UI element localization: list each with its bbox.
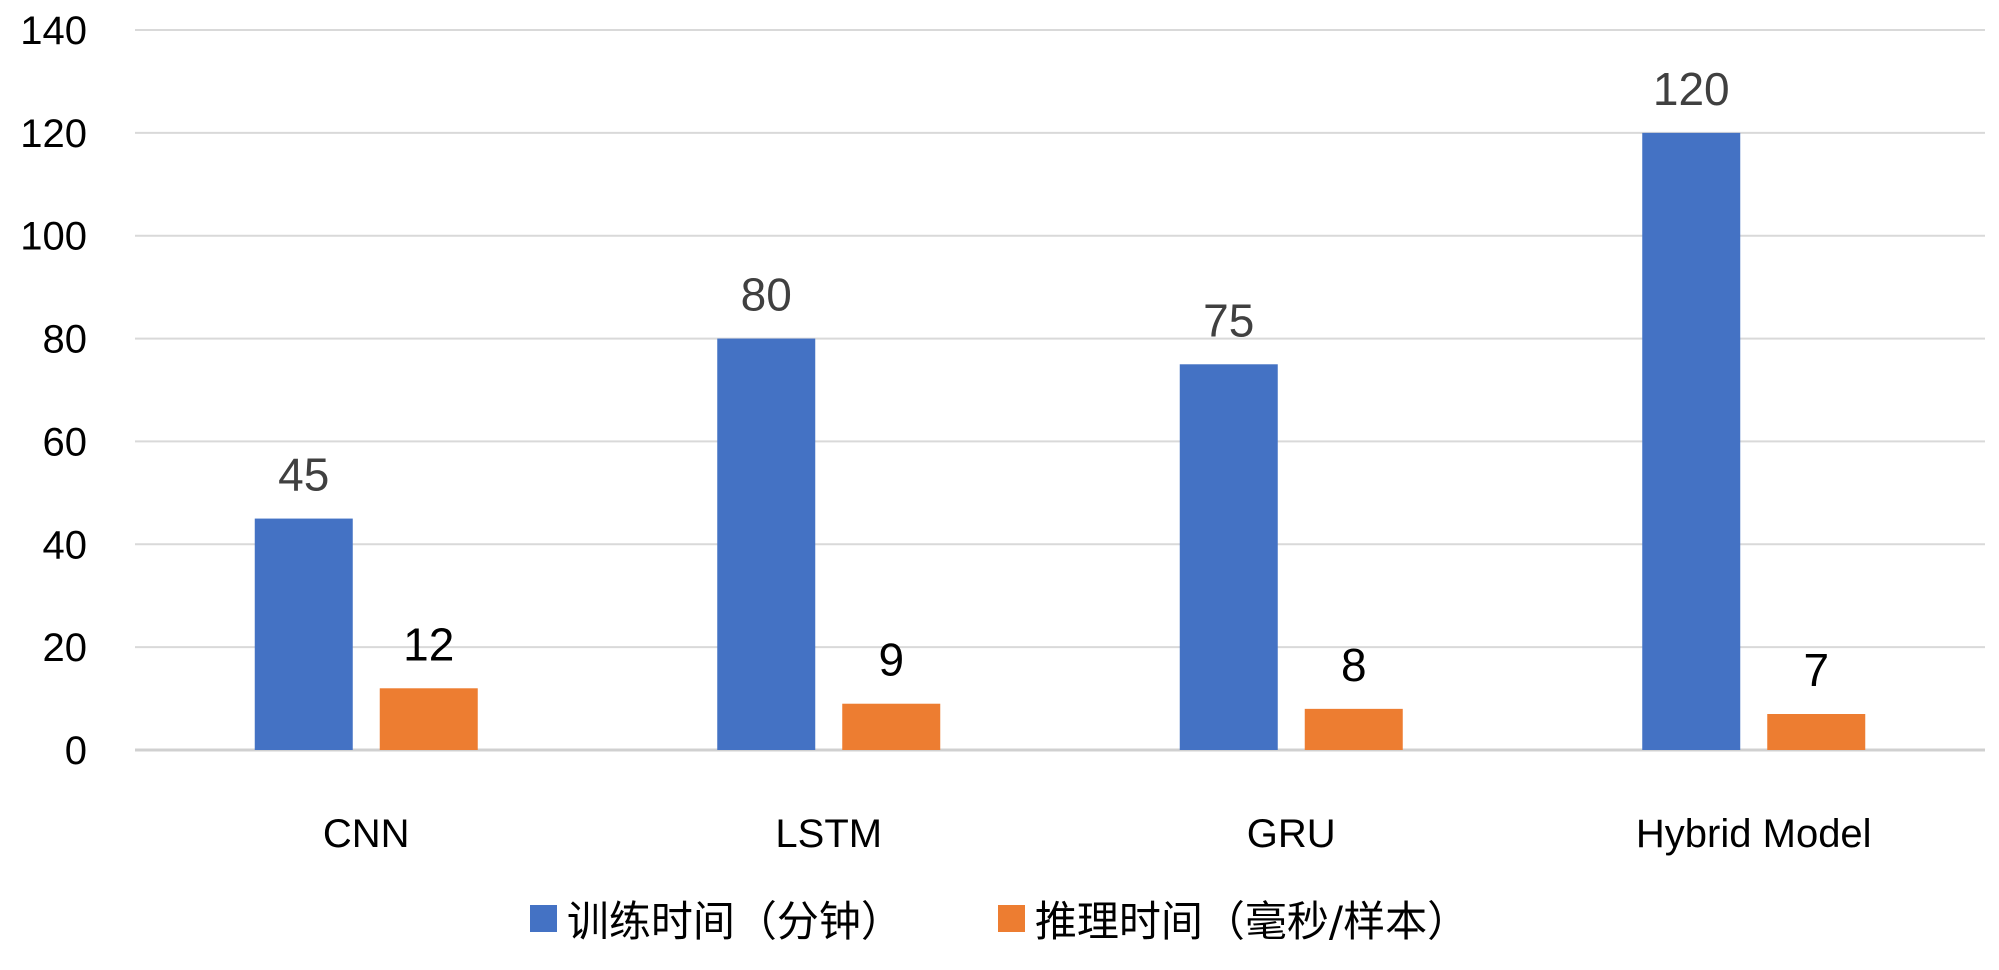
bar-series-2-lstm[interactable] <box>842 703 941 750</box>
legend-item-series-2[interactable]: 推理时间（毫秒/样本） <box>997 888 1470 949</box>
data-label-series-1: 80 <box>741 269 792 321</box>
data-label-series-2: 7 <box>1803 644 1829 696</box>
data-label-series-1: 45 <box>278 449 329 501</box>
x-tick-label: GRU <box>1247 812 1336 856</box>
bar-series-2-gru[interactable] <box>1304 708 1403 750</box>
data-label-series-2: 9 <box>878 634 904 686</box>
x-tick-label: LSTM <box>775 812 882 856</box>
bar-series-1-hybrid-model[interactable] <box>1642 132 1741 750</box>
legend-swatch-series-2 <box>997 904 1025 932</box>
y-tick-label: 120 <box>20 112 87 156</box>
legend: 训练时间（分钟） 推理时间（毫秒/样本） <box>0 888 1999 948</box>
data-label-series-1: 75 <box>1203 294 1254 346</box>
legend-label-series-1: 训练时间（分钟） <box>566 896 903 946</box>
y-tick-label: 0 <box>65 729 87 773</box>
y-tick-label: 140 <box>20 9 87 53</box>
bar-series-2-hybrid-model[interactable] <box>1767 714 1866 750</box>
data-label-series-1: 120 <box>1653 63 1730 115</box>
y-tick-label: 40 <box>43 523 88 567</box>
bar-series-1-cnn[interactable] <box>254 518 353 750</box>
y-tick-label: 20 <box>43 626 88 670</box>
bar-series-1-gru[interactable] <box>1179 364 1278 750</box>
y-tick-label: 100 <box>20 215 87 259</box>
legend-label-series-2: 推理时间（毫秒/样本） <box>1034 896 1470 946</box>
data-label-series-2: 12 <box>403 618 454 670</box>
legend-swatch-series-1 <box>529 904 557 932</box>
bar-series-2-cnn[interactable] <box>379 688 478 750</box>
y-tick-label: 60 <box>43 420 88 464</box>
x-tick-label: Hybrid Model <box>1636 812 1872 856</box>
data-label-series-2: 8 <box>1341 639 1367 691</box>
bar-series-1-lstm[interactable] <box>717 338 816 750</box>
y-tick-label: 80 <box>43 318 88 362</box>
legend-item-series-1[interactable]: 训练时间（分钟） <box>529 888 903 949</box>
x-tick-label: CNN <box>323 812 410 856</box>
